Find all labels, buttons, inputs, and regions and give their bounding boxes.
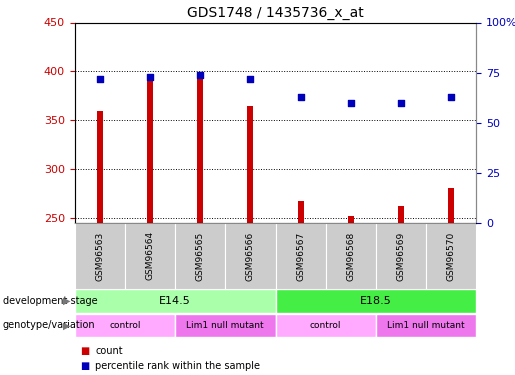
Bar <box>97 111 103 223</box>
Text: E18.5: E18.5 <box>360 296 392 306</box>
Text: GSM96564: GSM96564 <box>146 231 154 280</box>
Point <box>196 72 204 78</box>
Text: GSM96569: GSM96569 <box>397 231 405 280</box>
Point <box>246 76 254 82</box>
Point <box>347 100 355 106</box>
Text: GSM96568: GSM96568 <box>347 231 355 280</box>
Bar <box>325 223 376 289</box>
Text: count: count <box>95 346 123 355</box>
Bar <box>75 314 175 337</box>
Bar <box>226 223 276 289</box>
Text: GSM96565: GSM96565 <box>196 231 204 280</box>
Point <box>397 100 405 106</box>
Text: control: control <box>310 321 341 330</box>
Bar <box>175 223 226 289</box>
Bar <box>376 223 426 289</box>
Bar <box>75 223 125 289</box>
Bar <box>298 201 304 223</box>
Bar <box>197 79 203 223</box>
Title: GDS1748 / 1435736_x_at: GDS1748 / 1435736_x_at <box>187 6 364 20</box>
Bar <box>247 106 253 223</box>
Text: ■: ■ <box>80 361 89 370</box>
Bar <box>276 314 376 337</box>
Text: GSM96567: GSM96567 <box>296 231 305 280</box>
Bar <box>125 223 175 289</box>
Point <box>297 94 305 100</box>
Bar <box>276 289 476 313</box>
Bar <box>448 188 454 223</box>
Text: ▶: ▶ <box>63 296 71 306</box>
Bar <box>398 206 404 223</box>
Bar <box>348 216 354 223</box>
Text: GSM96570: GSM96570 <box>447 231 456 280</box>
Text: development stage: development stage <box>3 296 97 306</box>
Text: Lim1 null mutant: Lim1 null mutant <box>186 321 264 330</box>
Bar <box>276 223 325 289</box>
Bar <box>75 289 276 313</box>
Text: E14.5: E14.5 <box>159 296 191 306</box>
Text: control: control <box>109 321 141 330</box>
Text: percentile rank within the sample: percentile rank within the sample <box>95 361 260 370</box>
Text: GSM96563: GSM96563 <box>95 231 104 280</box>
Text: ▶: ▶ <box>63 320 71 330</box>
Bar <box>147 74 153 223</box>
Text: genotype/variation: genotype/variation <box>3 320 95 330</box>
Text: ■: ■ <box>80 346 89 355</box>
Point <box>146 74 154 80</box>
Bar <box>376 314 476 337</box>
Point <box>96 76 104 82</box>
Bar <box>426 223 476 289</box>
Text: GSM96566: GSM96566 <box>246 231 255 280</box>
Bar <box>175 314 276 337</box>
Text: Lim1 null mutant: Lim1 null mutant <box>387 321 465 330</box>
Point <box>447 94 455 100</box>
